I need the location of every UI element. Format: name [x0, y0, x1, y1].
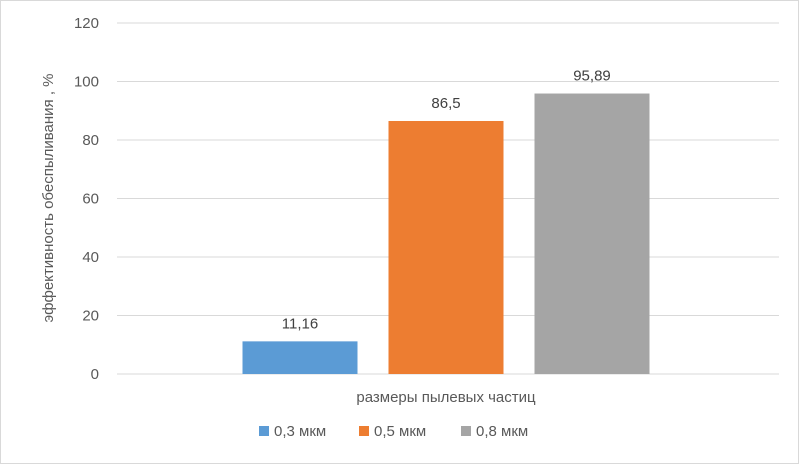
y-tick-label: 120: [74, 15, 99, 32]
bar: [388, 120, 504, 374]
bar: [242, 341, 358, 374]
legend-swatch: [259, 426, 269, 436]
y-tick-label: 100: [74, 74, 99, 91]
data-label: 11,16: [282, 315, 318, 332]
y-tick-label: 0: [91, 366, 99, 383]
y-tick-label: 20: [82, 308, 99, 325]
data-label: 95,89: [573, 68, 611, 85]
data-label: 86,5: [431, 95, 460, 112]
bar: [534, 93, 650, 374]
legend-label: 0,5 мкм: [374, 423, 426, 440]
legend-label: 0,8 мкм: [476, 423, 528, 440]
legend-label: 0,3 мкм: [274, 423, 326, 440]
y-axis-title: эффективность обеспыливания , %: [40, 73, 57, 322]
legend-swatch: [359, 426, 369, 436]
x-axis-title: размеры пылевых частиц: [356, 389, 536, 406]
y-tick-label: 60: [82, 191, 99, 208]
y-tick-label: 80: [82, 132, 99, 149]
legend-swatch: [461, 426, 471, 436]
y-tick-label: 40: [82, 249, 99, 266]
